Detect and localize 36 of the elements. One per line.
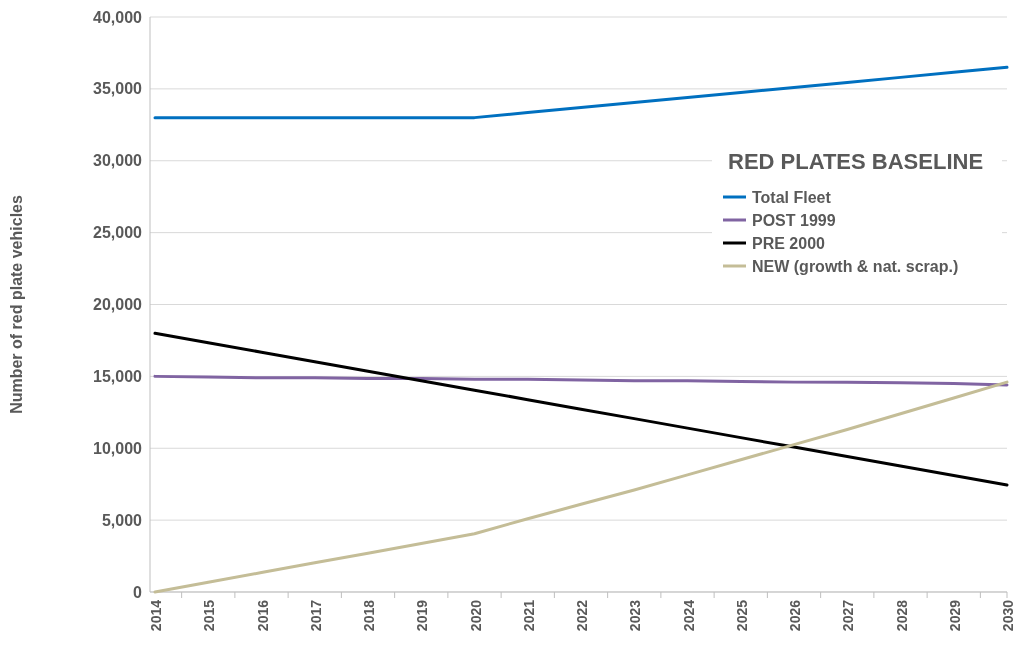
y-tick-label: 40,000	[93, 8, 143, 26]
x-tick-label: 2020	[467, 599, 484, 632]
legend-label: PRE 2000	[752, 234, 826, 252]
legend-label: POST 1999	[752, 211, 836, 229]
y-tick-label: 0	[133, 583, 143, 601]
x-tick-label: 2027	[840, 599, 857, 632]
y-tick-label: 35,000	[93, 80, 143, 98]
x-tick-label: 2021	[520, 599, 537, 632]
y-tick-label: 20,000	[93, 296, 143, 314]
x-tick-label: 2028	[893, 599, 910, 632]
y-tick-label: 25,000	[93, 224, 143, 242]
legend-label: NEW (growth & nat. scrap.)	[752, 257, 959, 275]
x-tick-label: 2022	[574, 599, 590, 632]
y-tick-label: 30,000	[93, 152, 143, 170]
x-tick-label: 2018	[361, 599, 377, 632]
x-tick-label: 2014	[148, 599, 164, 632]
line-series	[153, 380, 1009, 594]
x-tick-label: 2030	[1000, 599, 1016, 632]
line-series	[153, 65, 1009, 120]
y-tick-label: 15,000	[93, 367, 143, 385]
line-series	[153, 374, 1009, 387]
x-tick-label: 2025	[733, 599, 750, 632]
x-tick-label: 2015	[201, 599, 218, 632]
legend-label: Total Fleet	[752, 188, 832, 206]
x-tick-label: 2026	[787, 599, 803, 632]
legend-title: RED PLATES BASELINE	[728, 149, 984, 174]
x-tick-label: 2019	[414, 599, 431, 632]
x-tick-label: 2024	[680, 599, 697, 632]
x-tick-label: 2029	[946, 599, 963, 632]
x-tick-label: 2016	[254, 599, 271, 632]
line-series	[153, 331, 1009, 487]
y-axis-title: Number of red plate vehicles	[8, 195, 25, 414]
x-tick-label: 2023	[627, 599, 644, 632]
x-tick-label: 2017	[307, 599, 324, 632]
y-tick-label: 5,000	[101, 511, 143, 529]
y-tick-label: 10,000	[93, 439, 143, 457]
